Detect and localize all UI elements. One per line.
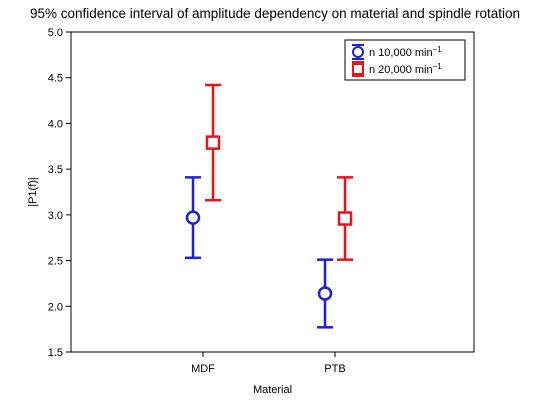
series-1-ptb-mean-point (317, 286, 333, 301)
y-tick-label: 4.0 (48, 118, 63, 130)
y-tick-label: 1.5 (48, 347, 63, 359)
series-2-ptb-mean-point (337, 211, 353, 226)
series-2-mdf-mean-point (205, 135, 221, 150)
legend-series-1-label: n 10,000 min−1 (369, 45, 442, 59)
legend-series-2-label: n 20,000 min−1 (369, 62, 442, 76)
chart-title: 95% confidence interval of amplitude dep… (29, 6, 521, 21)
plot-frame (70, 31, 475, 353)
y-tick-label: 2.0 (48, 301, 63, 313)
legend-series-2-marker (352, 63, 364, 75)
series-1-mdf-mean-point (185, 210, 201, 225)
legend-series-unit-superscript: −1 (433, 62, 443, 71)
y-tick-label: 3.5 (48, 164, 63, 176)
legend-series-1-marker (352, 46, 364, 58)
y-tick-label: 4.5 (48, 73, 63, 85)
x-axis-label: Material (253, 384, 292, 396)
legend-series-name: n 20,000 min (369, 64, 433, 76)
x-tick-label: PTB (324, 363, 345, 375)
legend-series-name: n 10,000 min (369, 47, 433, 59)
legend-box (344, 39, 466, 81)
y-tick-label: 2.5 (48, 256, 63, 268)
x-tick-label: MDF (191, 363, 215, 375)
legend-series-unit-superscript: −1 (433, 45, 443, 54)
y-tick-label: 5.0 (48, 27, 63, 39)
y-tick-label: 3.0 (48, 210, 63, 222)
y-axis-label: |P1(f)| (27, 177, 39, 207)
